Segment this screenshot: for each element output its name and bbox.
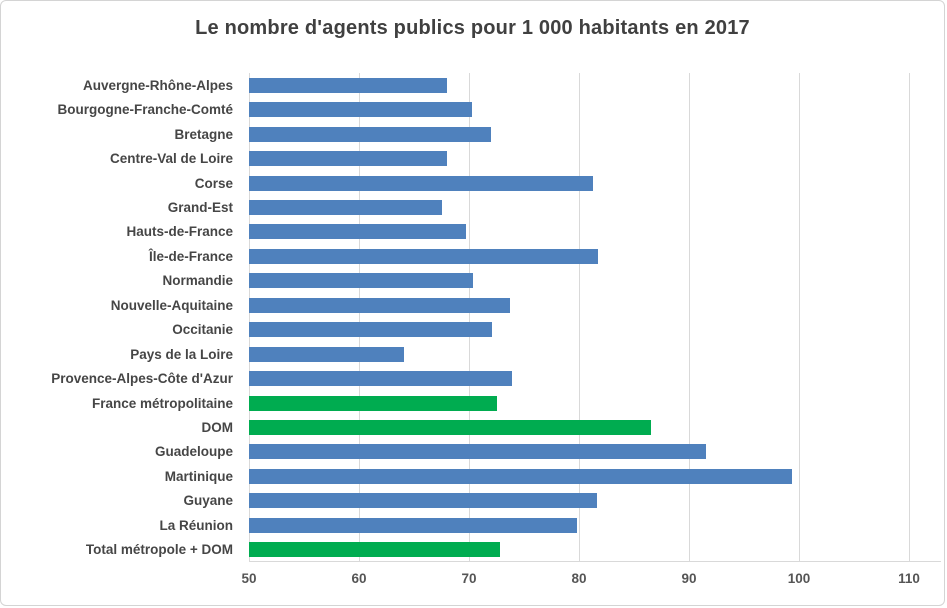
bar-value: [249, 297, 510, 313]
bar-highlight: [249, 542, 500, 558]
bar-row: Île-de-France: [1, 244, 944, 268]
bar-highlight: [249, 395, 497, 411]
gridline-70: [469, 73, 470, 562]
bar-value: [249, 77, 447, 93]
category-label: Bretagne: [174, 126, 233, 142]
category-label: Auvergne-Rhône-Alpes: [82, 77, 233, 93]
category-label: Corse: [194, 175, 233, 191]
bar-row: Normandie: [1, 269, 944, 293]
bar-value: [249, 371, 512, 387]
bar-value: [249, 126, 491, 142]
bar-row: Provence-Alpes-Côte d'Azur: [1, 366, 944, 390]
category-label: Grand-Est: [167, 199, 233, 215]
bar-row: Martinique: [1, 464, 944, 488]
x-tick-label: 60: [351, 571, 367, 586]
bar-value: [249, 224, 466, 240]
x-tick-label: 70: [461, 571, 477, 586]
category-label: Normandie: [162, 273, 233, 289]
bar-row: La Réunion: [1, 513, 944, 537]
category-label: Martinique: [164, 468, 233, 484]
x-tick-label: 90: [681, 571, 697, 586]
category-label: Guyane: [183, 493, 233, 509]
bar-value: [249, 517, 577, 533]
bar-row: Total métropole + DOM: [1, 538, 944, 562]
category-label: Pays de la Loire: [130, 346, 233, 362]
category-label: France métropolitaine: [91, 395, 233, 411]
category-label: Hauts-de-France: [126, 224, 233, 240]
bar-value: [249, 199, 442, 215]
gridline-100: [799, 73, 800, 562]
x-tick-label: 100: [787, 571, 811, 586]
category-label: Total métropole + DOM: [85, 542, 233, 558]
bar-row: Corse: [1, 171, 944, 195]
bar-row: Centre-Val de Loire: [1, 146, 944, 170]
category-label: Guadeloupe: [154, 444, 233, 460]
bar-row: DOM: [1, 415, 944, 439]
category-label: La Réunion: [159, 517, 234, 533]
category-label: Provence-Alpes-Côte d'Azur: [51, 371, 233, 387]
bar-value: [249, 444, 706, 460]
gridline-80: [579, 73, 580, 562]
category-label: Occitanie: [172, 322, 233, 338]
x-tick-label: 110: [898, 571, 920, 586]
chart-title: Le nombre d'agents publics pour 1 000 ha…: [195, 17, 750, 39]
bar-row: Pays de la Loire: [1, 342, 944, 366]
bar-value: [249, 322, 493, 338]
gridline-110: [909, 73, 910, 562]
plot-area: [249, 73, 910, 562]
bar-value: [249, 273, 474, 289]
bar-value: [249, 493, 597, 509]
category-label: Nouvelle-Aquitaine: [110, 297, 233, 313]
bar-row: Grand-Est: [1, 195, 944, 219]
bar-row: Occitanie: [1, 318, 944, 342]
bar-row: Bourgogne-Franche-Comté: [1, 97, 944, 121]
bar-row: Bretagne: [1, 122, 944, 146]
bar-highlight: [249, 420, 651, 436]
bar-row: France métropolitaine: [1, 391, 944, 415]
category-label: Centre-Val de Loire: [109, 151, 233, 167]
x-tick-label: 50: [241, 571, 257, 586]
bar-value: [249, 468, 793, 484]
bar-row: Auvergne-Rhône-Alpes: [1, 73, 944, 97]
category-label: DOM: [201, 420, 234, 436]
category-label: Île-de-France: [148, 248, 233, 264]
bar-value: [249, 102, 473, 118]
bar-value: [249, 346, 405, 362]
gridline-90: [689, 73, 690, 562]
gridline-50: [249, 73, 250, 562]
category-label: Bourgogne-Franche-Comté: [57, 102, 234, 118]
bar-row: Guadeloupe: [1, 440, 944, 464]
bar-row: Guyane: [1, 489, 944, 513]
x-tick-label: 80: [571, 571, 587, 586]
bar-value: [249, 175, 594, 191]
bar-row: Nouvelle-Aquitaine: [1, 293, 944, 317]
bar-value: [249, 151, 447, 167]
bar-value: [249, 248, 598, 264]
x-axis-line: [249, 561, 941, 562]
gridline-60: [359, 73, 360, 562]
bar-row: Hauts-de-France: [1, 220, 944, 244]
